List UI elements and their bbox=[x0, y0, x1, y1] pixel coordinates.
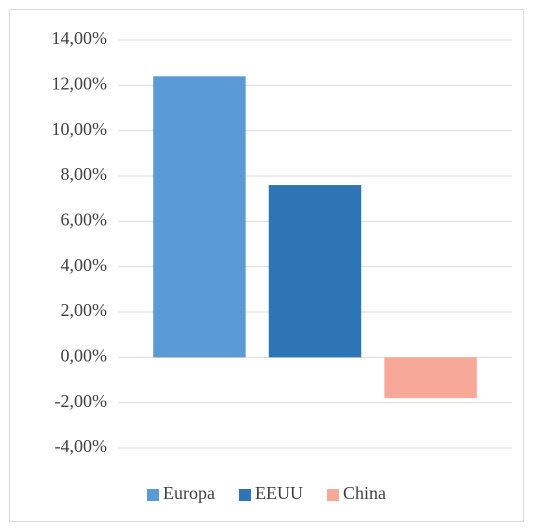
legend-swatch bbox=[238, 489, 251, 501]
legend-swatch bbox=[326, 489, 339, 501]
legend-swatch bbox=[147, 489, 160, 501]
y-tick-label: -4,00% bbox=[55, 436, 108, 456]
y-tick-label: 2,00% bbox=[61, 300, 108, 320]
legend-label: China bbox=[343, 483, 386, 503]
legend-label: EEUU bbox=[255, 483, 303, 503]
y-tick-label: 6,00% bbox=[61, 209, 108, 229]
legend-label: Europa bbox=[163, 483, 215, 503]
y-tick-label: 4,00% bbox=[61, 255, 108, 275]
y-tick-label: 8,00% bbox=[61, 164, 108, 184]
y-tick-label: 10,00% bbox=[52, 119, 108, 139]
y-tick-label: 0,00% bbox=[61, 345, 108, 365]
bar bbox=[384, 357, 477, 399]
y-tick-label: -2,00% bbox=[55, 391, 108, 411]
y-tick-label: 14,00% bbox=[52, 28, 108, 48]
chart-border bbox=[9, 9, 524, 522]
bar bbox=[153, 76, 246, 358]
y-tick-label: 12,00% bbox=[52, 73, 108, 93]
bar bbox=[268, 185, 362, 358]
